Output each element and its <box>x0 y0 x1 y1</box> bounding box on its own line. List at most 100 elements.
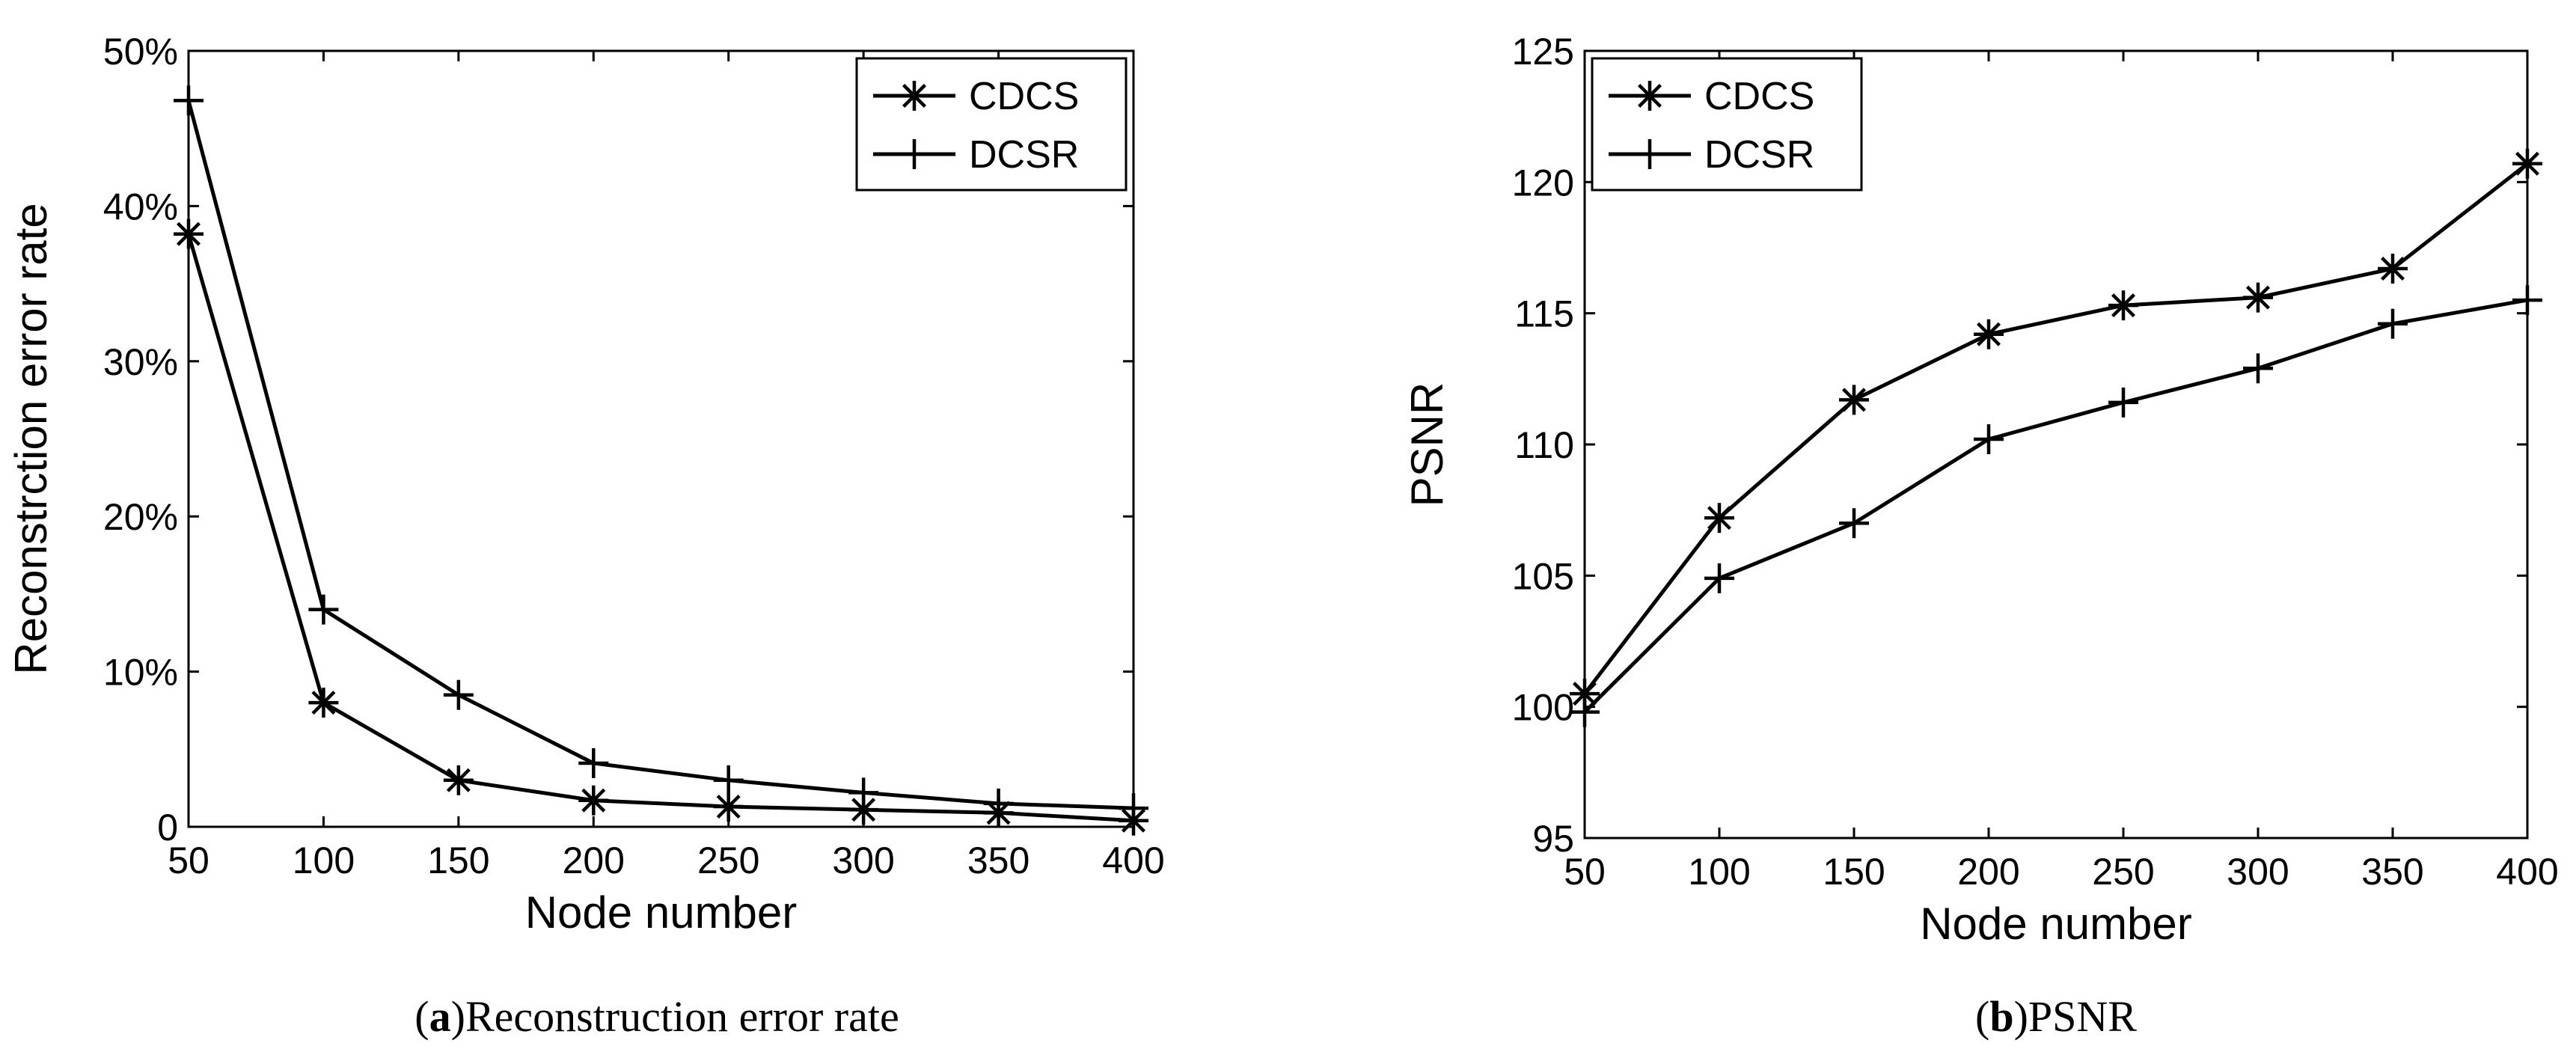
chart-b-caption-open: ( <box>1975 992 1989 1041</box>
chart-a-series-cdcs-line <box>186 233 1134 823</box>
chart-a-xtick-label: 200 <box>563 840 625 881</box>
chart-b-psnr: 50 100 150 200 250 300 350 400 95 100 105 110 115 120… <box>1402 31 2559 1041</box>
chart-b-series-dcsr-point <box>1570 697 1600 727</box>
chart-b-series-dcsr-point <box>1704 563 1734 593</box>
chart-b-series-cdcs-point <box>1974 319 2004 349</box>
chart-a-xtick-label: 100 <box>293 840 355 881</box>
chart-b-ytick-label: 105 <box>1512 555 1574 597</box>
chart-a-legend-item-cdcs: CDCS <box>873 75 1079 118</box>
chart-a-ytick-label: 20% <box>103 496 178 538</box>
chart-b-series-cdcs-point-d2 <box>2246 285 2270 310</box>
chart-b-ytick-label: 115 <box>1514 293 1574 335</box>
chart-a-xtick-label: 150 <box>427 840 489 881</box>
chart-b-legend-label: CDCS <box>1704 75 1814 118</box>
chart-a-series-cdcs-point-d2 <box>311 691 336 715</box>
chart-a-legend-box <box>855 57 1128 192</box>
chart-a-series-dcsr-point <box>983 788 1014 819</box>
chart-a-series-cdcs-point <box>174 218 204 249</box>
chart-a-series-dcsr-point <box>848 777 879 808</box>
chart-a-xlabel: Node number <box>525 887 798 938</box>
chart-b-xtick-label: 300 <box>2227 851 2289 893</box>
chart-a-ytick-label: 50% <box>103 31 178 73</box>
chart-a-ytick-label: 40% <box>103 186 178 227</box>
chart-a-caption-close: ) <box>451 992 465 1041</box>
chart-a-series-dcsr-point <box>443 679 474 710</box>
chart-b-xtick-label: 350 <box>2361 851 2423 893</box>
chart-b-caption-letter: b <box>1989 992 2013 1041</box>
chart-b-xtick-label: 200 <box>1957 851 2019 893</box>
chart-a-axes-box <box>187 49 1135 828</box>
chart-b-series-cdcs-line <box>1583 162 2529 695</box>
chart-b-ylabel: PSNR <box>1402 382 1452 507</box>
chart-a-caption-open: ( <box>414 992 429 1041</box>
chart-a-xtick-label: 250 <box>697 840 759 881</box>
chart-a-series-cdcs-point-d2 <box>177 221 201 246</box>
chart-b-legend-box <box>1591 57 1863 192</box>
chart-b-series-cdcs-point <box>2512 148 2542 179</box>
chart-b-xtick-label: 150 <box>1823 851 1885 893</box>
chart-a-series-cdcs-point <box>848 795 879 825</box>
chart-b-series-cdcs-point-d2 <box>2381 257 2405 281</box>
chart-a-series-dcsr-point <box>713 765 744 795</box>
chart-b-series-cdcs-point <box>2108 290 2138 321</box>
chart-b-caption-close: ) <box>2014 992 2028 1041</box>
chart-b-ytick-label: 110 <box>1514 424 1574 466</box>
chart-b-series-dcsr-point <box>2512 285 2542 316</box>
chart-a-series-cdcs-point <box>713 792 744 822</box>
chart-b-caption: (b)PSNR <box>1975 992 2137 1041</box>
chart-b-legend-swatch-marker-d2 <box>1638 84 1662 108</box>
chart-b-xtick-label: 400 <box>2496 851 2558 893</box>
chart-b-series-cdcs-point-d2 <box>2515 151 2539 176</box>
chart-a-series-dcsr-point <box>174 85 204 116</box>
chart-a-series-cdcs-point-d2 <box>851 798 876 822</box>
chart-b-series-dcsr-point <box>2108 387 2138 418</box>
chart-a-xtick-label: 350 <box>967 840 1030 881</box>
chart-b-legend-item-dcsr: DCSR <box>1609 133 1814 177</box>
chart-b-series-cdcs-point-d2 <box>1977 322 2001 346</box>
chart-a-legend-swatch-marker <box>899 139 929 169</box>
chart-b-series-dcsr-line <box>1583 298 2528 714</box>
chart-a-caption: (a)Reconstruction error rate <box>414 992 899 1041</box>
chart-b-series-cdcs-point <box>2243 282 2273 313</box>
chart-a-xtick-label: 400 <box>1102 840 1164 881</box>
chart-a-caption-text: Reconstruction error rate <box>465 992 899 1041</box>
chart-a-legend-label: CDCS <box>969 75 1079 118</box>
chart-a-ytick-label: 0 <box>157 807 178 849</box>
chart-a-series-cdcs-point-d2 <box>446 768 471 792</box>
chart-b-series-cdcs-point-d2 <box>1707 506 1731 530</box>
chart-a-ylabel: Reconstrction error rate <box>6 203 56 674</box>
chart-b-legend: CDCS DCSR <box>1591 57 1863 192</box>
chart-b-series-cdcs-point <box>1704 503 1734 533</box>
chart-a-series-cdcs-point <box>443 765 474 795</box>
chart-a-xtick-label: 50 <box>168 840 209 881</box>
chart-b-series-cdcs-point-d2 <box>2111 293 2135 318</box>
chart-a-series-cdcs-point-d2 <box>716 795 741 819</box>
chart-a-series-dcsr-point <box>1119 793 1148 824</box>
chart-b-series-dcsr-point <box>1974 424 2004 454</box>
chart-b-legend-swatch-marker <box>1635 81 1665 111</box>
chart-b-ytick-label: 95 <box>1532 818 1574 860</box>
chart-b-legend-swatch-marker <box>1635 139 1665 169</box>
chart-b-series-cdcs-point <box>1839 385 1869 415</box>
chart-a-reconstruction-error-rate: 50 100 150 200 250 300 350 400 0 10% 20% 30% 40% 50% N… <box>6 31 1165 1041</box>
chart-a-series-dcsr-point <box>308 594 339 625</box>
chart-b-ytick-label: 125 <box>1512 31 1574 73</box>
chart-a-legend-swatch-marker-d2 <box>902 84 926 108</box>
chart-a-legend-item-dcsr: DCSR <box>873 133 1079 177</box>
chart-b-xtick-label: 50 <box>1564 851 1606 893</box>
chart-b-series-dcsr-point <box>1839 508 1869 539</box>
chart-a-series-dcsr-line <box>186 100 1134 810</box>
chart-b-legend-label: DCSR <box>1704 133 1814 177</box>
chart-b-xtick-label: 250 <box>2092 851 2154 893</box>
chart-b-series-dcsr-point <box>2243 353 2273 384</box>
chart-a-ytick-label: 10% <box>103 652 178 694</box>
chart-a-series-cdcs-point-d2 <box>581 788 606 813</box>
chart-b-ytick-label: 100 <box>1512 687 1574 729</box>
chart-b-legend-item-cdcs: CDCS <box>1609 75 1814 118</box>
chart-b-series-cdcs-point-d2 <box>1573 682 1597 706</box>
chart-a-xtick-label: 300 <box>832 840 894 881</box>
chart-a-legend-label: DCSR <box>969 133 1079 177</box>
chart-a-legend: CDCS DCSR <box>855 57 1128 192</box>
